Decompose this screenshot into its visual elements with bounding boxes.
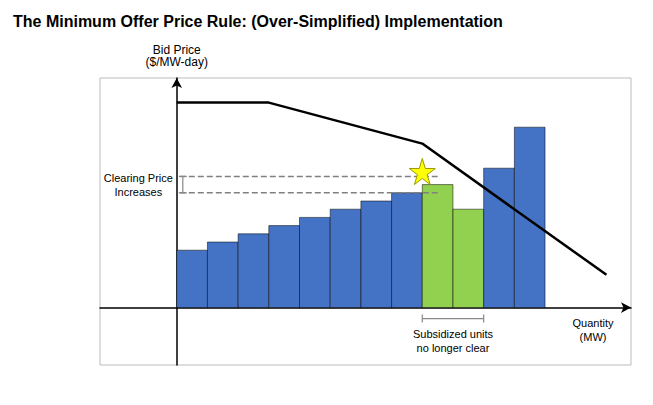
svg-text:Quantity: Quantity bbox=[573, 317, 614, 329]
svg-text:(MW): (MW) bbox=[580, 331, 607, 343]
svg-text:The Minimum Offer Price Rule:: The Minimum Offer Price Rule: (Over-Simp… bbox=[13, 13, 503, 30]
svg-text:no longer clear: no longer clear bbox=[417, 342, 490, 354]
svg-text:Increases: Increases bbox=[115, 186, 163, 198]
svg-text:Bid Price: Bid Price bbox=[152, 43, 201, 57]
svg-text:($/MW-day): ($/MW-day) bbox=[146, 55, 208, 69]
svg-text:Subsidized units: Subsidized units bbox=[413, 328, 494, 340]
svg-text:Clearing Price: Clearing Price bbox=[104, 172, 173, 184]
